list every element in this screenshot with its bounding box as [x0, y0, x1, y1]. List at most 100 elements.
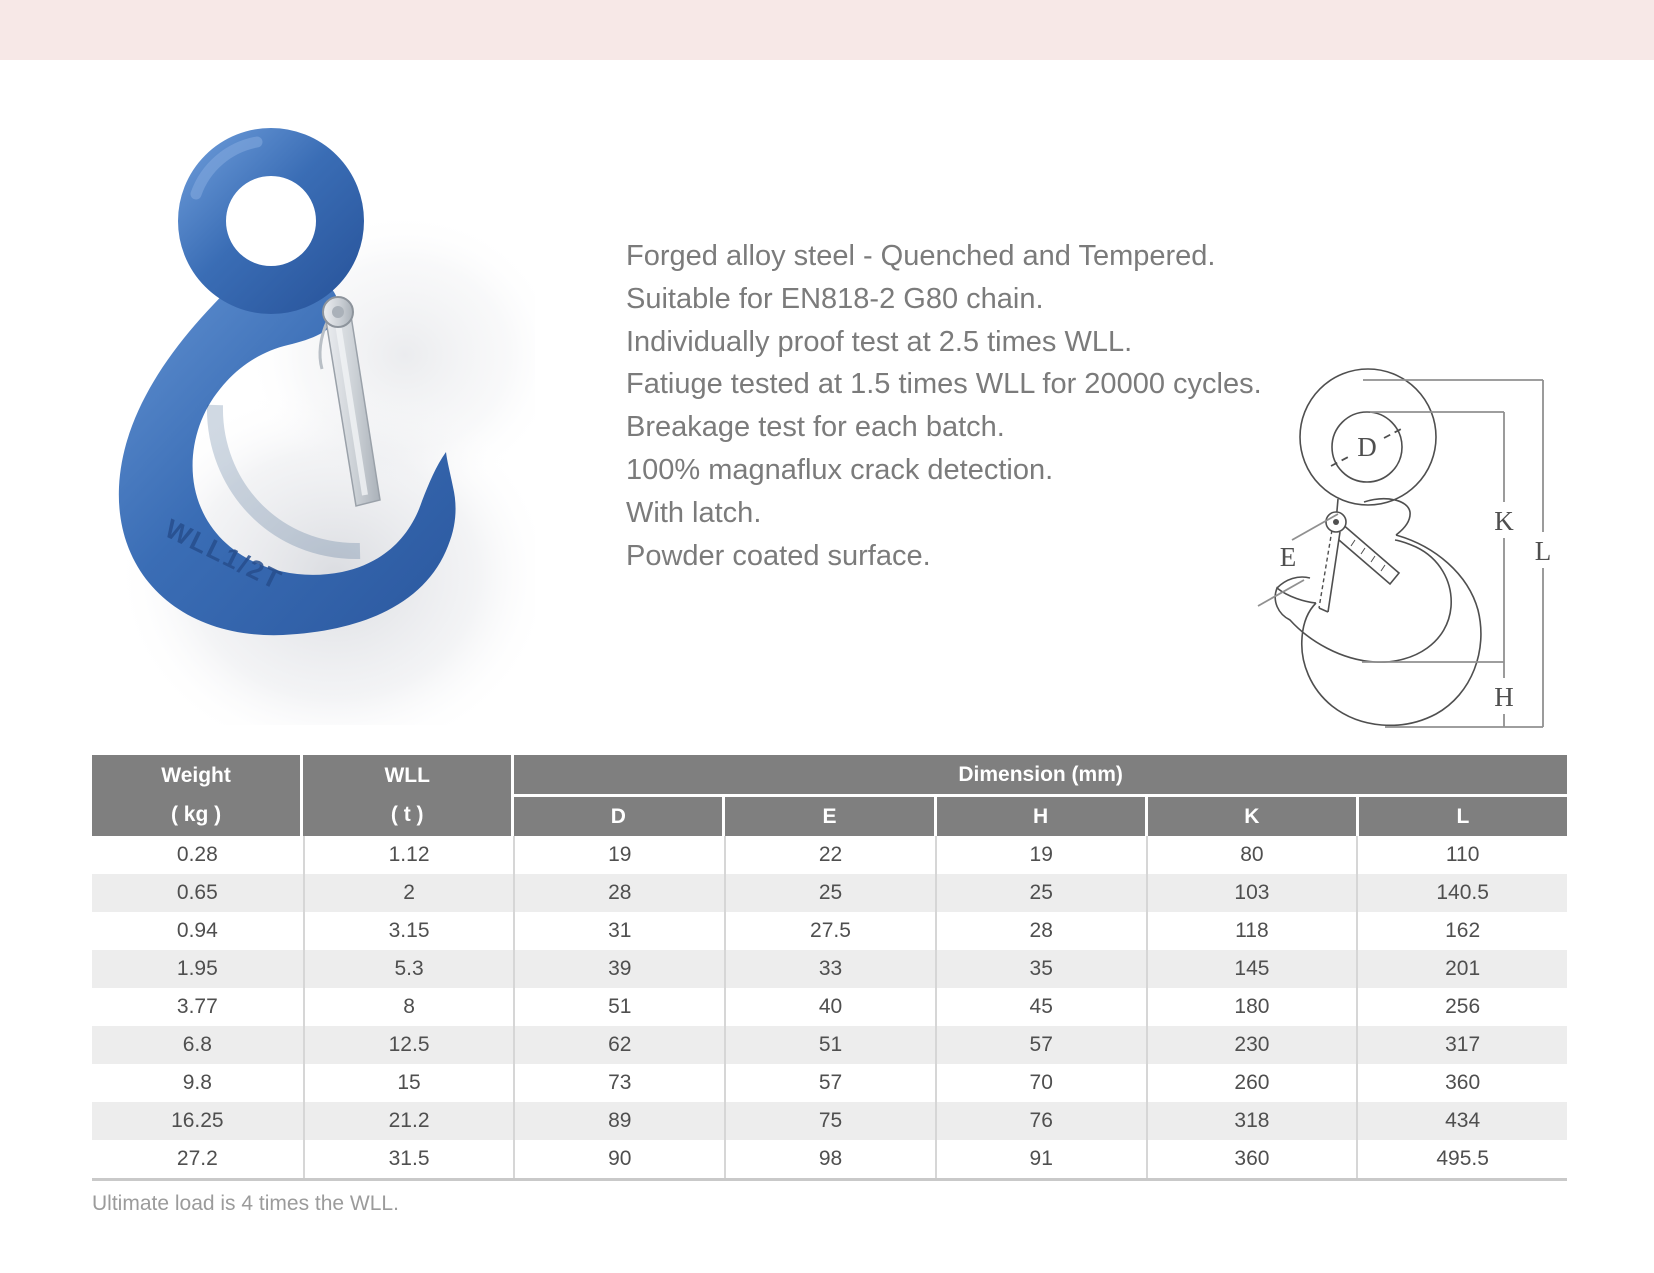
- dim-label-E: E: [1280, 542, 1297, 572]
- dim-label-D: D: [1357, 432, 1377, 462]
- table-cell: 1.12: [302, 836, 514, 874]
- table-cell: 16.25: [92, 1102, 303, 1140]
- diagram-latch: [1318, 511, 1401, 613]
- table-cell: 201: [1356, 950, 1567, 988]
- table-cell: 27.2: [92, 1140, 303, 1178]
- table-cell: 91: [934, 1140, 1146, 1178]
- table-cell: 317: [1356, 1026, 1567, 1064]
- table-cell: 19: [934, 836, 1146, 874]
- table-cell: 25: [934, 874, 1146, 912]
- description-line: With latch.: [626, 496, 762, 529]
- table-cell: 51: [724, 1026, 935, 1064]
- table-cell: 260: [1145, 1064, 1357, 1102]
- dim-label-H: H: [1494, 682, 1514, 712]
- description-line: Fatiuge tested at 1.5 times WLL for 2000…: [626, 368, 1262, 401]
- header-col-E: E: [725, 797, 934, 836]
- table-cell: 5.3: [302, 950, 514, 988]
- table-cell: 70: [934, 1064, 1146, 1102]
- hook-eye-highlight: [190, 136, 263, 200]
- table-cell: 27.5: [724, 912, 935, 950]
- table-cell: 28: [934, 912, 1146, 950]
- table-cell: 103: [1145, 874, 1357, 912]
- header-col-H: H: [936, 797, 1145, 836]
- table-cell: 3.15: [302, 912, 514, 950]
- dimension-label-plates: [1488, 502, 1559, 714]
- table-cell: 25: [724, 874, 935, 912]
- table-cell: 90: [513, 1140, 725, 1178]
- table-cell: 434: [1356, 1102, 1567, 1140]
- header-col-D: D: [514, 797, 723, 836]
- hook-eye-ring: [178, 128, 364, 314]
- table-cell: 76: [934, 1102, 1146, 1140]
- header-weight-unit: ( kg ): [170, 802, 222, 826]
- table-cell: 1.95: [92, 950, 303, 988]
- table-cell: 31: [513, 912, 725, 950]
- table-cell: 62: [513, 1026, 725, 1064]
- dim-label-L: L: [1535, 536, 1552, 566]
- header-col-K: K: [1147, 797, 1356, 836]
- table-cell: 230: [1145, 1026, 1357, 1064]
- table-cell: 162: [1356, 912, 1567, 950]
- header-wll-unit: ( t ): [390, 802, 424, 826]
- table-cell: 110: [1356, 836, 1567, 874]
- table-cell: 22: [724, 836, 935, 874]
- description-line: Powder coated surface.: [626, 539, 931, 572]
- table-cell: 0.94: [92, 912, 303, 950]
- table-cell: 80: [1145, 836, 1357, 874]
- header-wll: WLL ( t ): [303, 755, 512, 836]
- table-cell: 33: [724, 950, 935, 988]
- table-cell: 0.28: [92, 836, 303, 874]
- hook-outline: [1274, 368, 1482, 727]
- table-cell: 57: [934, 1026, 1146, 1064]
- table-cell: 31.5: [302, 1140, 514, 1178]
- table-cell: 2: [302, 874, 514, 912]
- table-cell: 145: [1145, 950, 1357, 988]
- table-cell: 21.2: [302, 1102, 514, 1140]
- table-cell: 89: [513, 1102, 725, 1140]
- table-cell: 9.8: [92, 1064, 303, 1102]
- product-description: Forged alloy steel - Quenched and Temper…: [626, 235, 1262, 577]
- table-cell: 73: [513, 1064, 725, 1102]
- table-cell: 3.77: [92, 988, 303, 1026]
- spec-table: Weight ( kg ) WLL ( t ) Dimension (mm) D…: [92, 755, 1567, 1181]
- table-cell: 98: [724, 1140, 935, 1178]
- header-weight-label: Weight: [161, 764, 231, 788]
- table-cell: 35: [934, 950, 1146, 988]
- table-cell: 180: [1145, 988, 1357, 1026]
- description-line: Breakage test for each batch.: [626, 411, 1005, 444]
- table-cell: 6.8: [92, 1026, 303, 1064]
- table-cell: 8: [302, 988, 514, 1026]
- table-cell: 140.5: [1356, 874, 1567, 912]
- header-col-L: L: [1358, 797, 1567, 836]
- header-weight: Weight ( kg ): [92, 755, 301, 836]
- table-cell: 19: [513, 836, 725, 874]
- header-dimension: Dimension (mm): [514, 755, 1567, 794]
- table-cell: 45: [934, 988, 1146, 1026]
- dim-label-K: K: [1494, 506, 1514, 536]
- spec-table-body: 0.28 1.12 19 22 19 80 110 0.65 2 28 25 2…: [92, 836, 1567, 1181]
- dimension-diagram: D E K L H: [1257, 368, 1559, 728]
- safety-latch: [318, 296, 381, 507]
- table-cell: 40: [724, 988, 935, 1026]
- top-accent-bar: [0, 0, 1654, 60]
- product-photo-eye-hook: WLL1/2T: [115, 128, 535, 725]
- description-line: Individually proof test at 2.5 times WLL…: [626, 325, 1133, 358]
- hook-bowl-shade: [206, 404, 361, 560]
- spec-table-header: Weight ( kg ) WLL ( t ) Dimension (mm) D…: [92, 755, 1567, 836]
- table-cell: 318: [1145, 1102, 1357, 1140]
- table-cell: 256: [1356, 988, 1567, 1026]
- hook-body: [118, 274, 456, 636]
- table-cell: 0.65: [92, 874, 303, 912]
- table-cell: 75: [724, 1102, 935, 1140]
- table-cell: 12.5: [302, 1026, 514, 1064]
- table-cell: 28: [513, 874, 725, 912]
- description-line: Forged alloy steel - Quenched and Temper…: [626, 240, 1216, 272]
- table-cell: 57: [724, 1064, 935, 1102]
- header-wll-label: WLL: [384, 764, 430, 788]
- table-cell: 15: [302, 1064, 514, 1102]
- table-cell: 360: [1356, 1064, 1567, 1102]
- description-line: Suitable for EN818-2 G80 chain.: [626, 282, 1044, 315]
- footnote: Ultimate load is 4 times the WLL.: [92, 1192, 399, 1215]
- table-cell: 51: [513, 988, 725, 1026]
